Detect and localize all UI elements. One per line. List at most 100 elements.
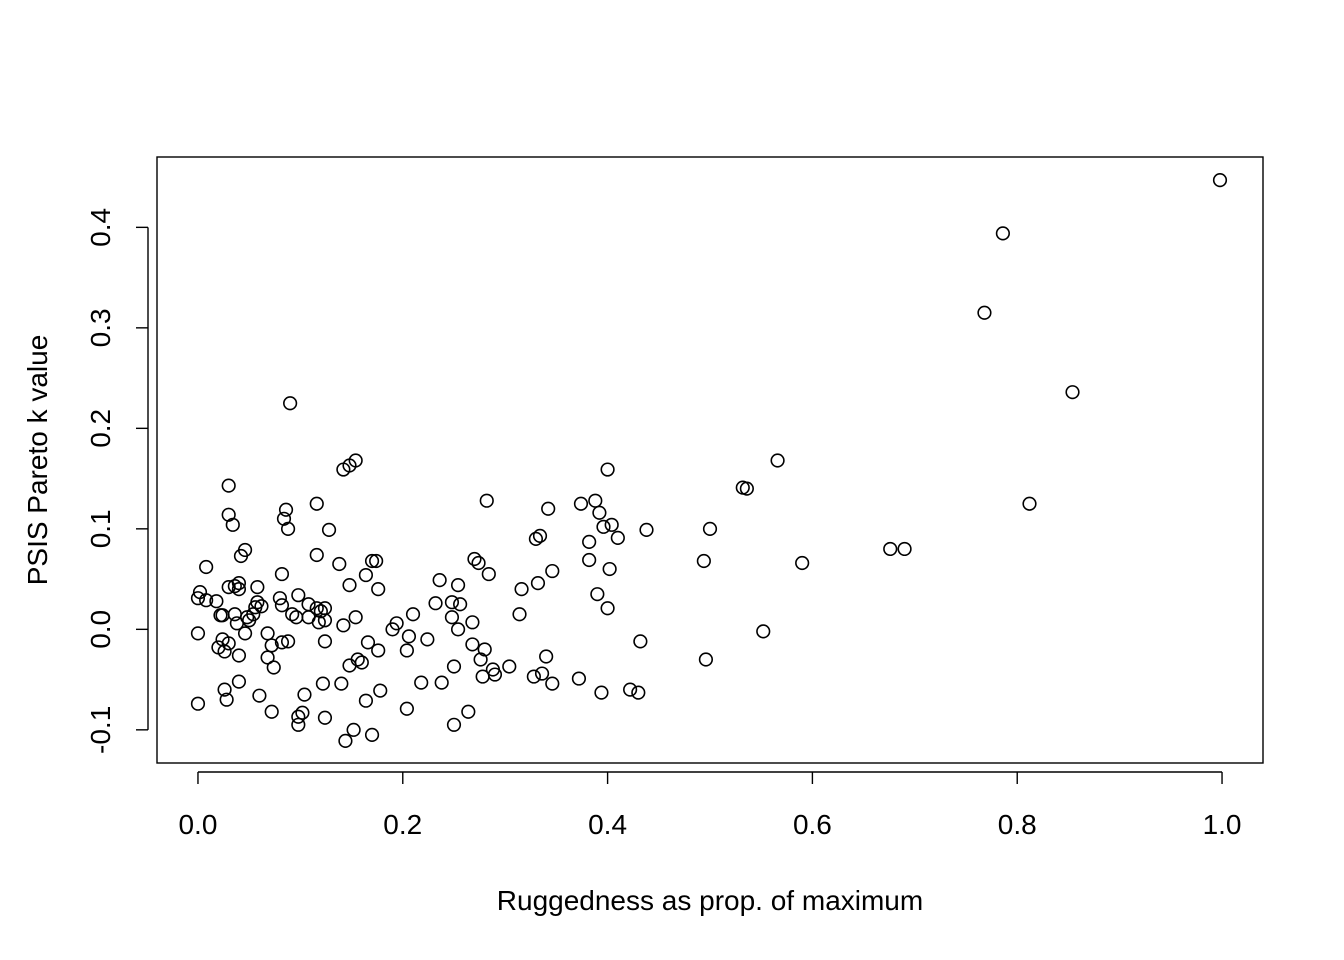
data-point xyxy=(231,648,247,663)
data-point xyxy=(512,607,527,622)
data-point xyxy=(309,547,324,563)
data-point xyxy=(278,502,294,517)
data-point xyxy=(444,610,460,625)
data-point xyxy=(1065,385,1080,400)
data-point xyxy=(219,692,234,707)
data-point xyxy=(631,685,646,700)
data-point xyxy=(795,555,810,571)
data-point xyxy=(600,462,615,477)
data-point xyxy=(434,675,449,690)
data-point xyxy=(297,687,312,702)
x-tick-label: 0.8 xyxy=(998,809,1037,840)
data-point xyxy=(399,701,414,716)
data-point xyxy=(770,453,785,468)
y-tick-label: 0.4 xyxy=(85,208,116,247)
data-point xyxy=(260,626,275,641)
data-point xyxy=(405,607,421,622)
data-point xyxy=(264,704,279,719)
x-tick-label: 0.0 xyxy=(178,809,217,840)
data-point xyxy=(590,587,605,602)
data-point xyxy=(371,582,386,597)
data-point xyxy=(594,685,609,700)
data-point xyxy=(883,541,898,557)
data-point xyxy=(217,682,232,697)
data-point xyxy=(530,576,546,591)
data-point xyxy=(571,671,587,686)
data-point xyxy=(350,652,365,667)
data-point xyxy=(539,649,554,664)
data-point xyxy=(897,541,912,557)
data-point xyxy=(291,717,306,732)
data-point xyxy=(190,696,206,711)
data-point xyxy=(289,610,304,625)
data-point xyxy=(633,634,648,649)
data-point xyxy=(358,693,374,708)
plot-box xyxy=(156,156,1264,764)
data-point xyxy=(401,629,417,644)
x-tick-label: 0.2 xyxy=(383,809,422,840)
data-point xyxy=(227,607,242,622)
data-point xyxy=(285,607,300,622)
data-point xyxy=(465,637,480,652)
data-point xyxy=(487,667,503,682)
y-tick-label: 0.3 xyxy=(85,308,116,347)
data-point xyxy=(528,531,544,546)
data-point xyxy=(280,521,296,536)
data-point xyxy=(477,642,492,657)
data-point xyxy=(237,626,253,641)
data-point xyxy=(317,710,333,725)
data-point xyxy=(739,481,754,496)
data-point xyxy=(582,534,597,550)
data-point xyxy=(280,634,296,649)
data-point xyxy=(432,572,447,588)
y-tick-label: 0.0 xyxy=(85,610,116,649)
x-axis-label: Ruggedness as prop. of maximum xyxy=(497,885,923,916)
data-points xyxy=(190,173,1228,748)
data-point xyxy=(588,493,603,508)
y-tick-label: 0.2 xyxy=(85,409,116,448)
data-point xyxy=(342,658,357,673)
data-point xyxy=(317,634,333,649)
data-point xyxy=(479,493,494,508)
data-point xyxy=(313,604,328,619)
data-point xyxy=(420,632,435,647)
data-point xyxy=(461,704,476,719)
data-point xyxy=(582,552,597,568)
data-point xyxy=(541,501,556,516)
data-point xyxy=(354,655,369,670)
data-point xyxy=(346,722,361,737)
data-point xyxy=(225,517,240,532)
data-point xyxy=(291,709,306,724)
data-point xyxy=(481,566,496,582)
data-point xyxy=(250,580,265,595)
data-point xyxy=(696,553,711,569)
data-point xyxy=(252,688,267,703)
data-point xyxy=(338,733,353,748)
data-point xyxy=(428,596,443,611)
data-point xyxy=(209,594,224,609)
data-point xyxy=(221,636,236,651)
data-point xyxy=(596,519,611,534)
data-point xyxy=(534,666,550,681)
data-point xyxy=(283,396,298,411)
data-point xyxy=(1212,173,1228,188)
data-point xyxy=(450,622,466,637)
data-point xyxy=(264,638,279,653)
data-point xyxy=(295,705,310,720)
data-point xyxy=(217,644,232,659)
data-point xyxy=(364,553,380,569)
data-point xyxy=(231,576,247,591)
data-point xyxy=(977,305,992,320)
data-point xyxy=(592,505,607,520)
data-point xyxy=(639,522,654,537)
data-point xyxy=(414,675,429,690)
data-point xyxy=(317,601,333,616)
data-point xyxy=(471,555,486,571)
data-point xyxy=(467,551,482,567)
data-point xyxy=(272,591,287,606)
data-point xyxy=(446,659,462,674)
data-point xyxy=(342,578,357,593)
data-point xyxy=(274,635,290,650)
data-point xyxy=(545,676,560,691)
data-point xyxy=(358,567,374,583)
